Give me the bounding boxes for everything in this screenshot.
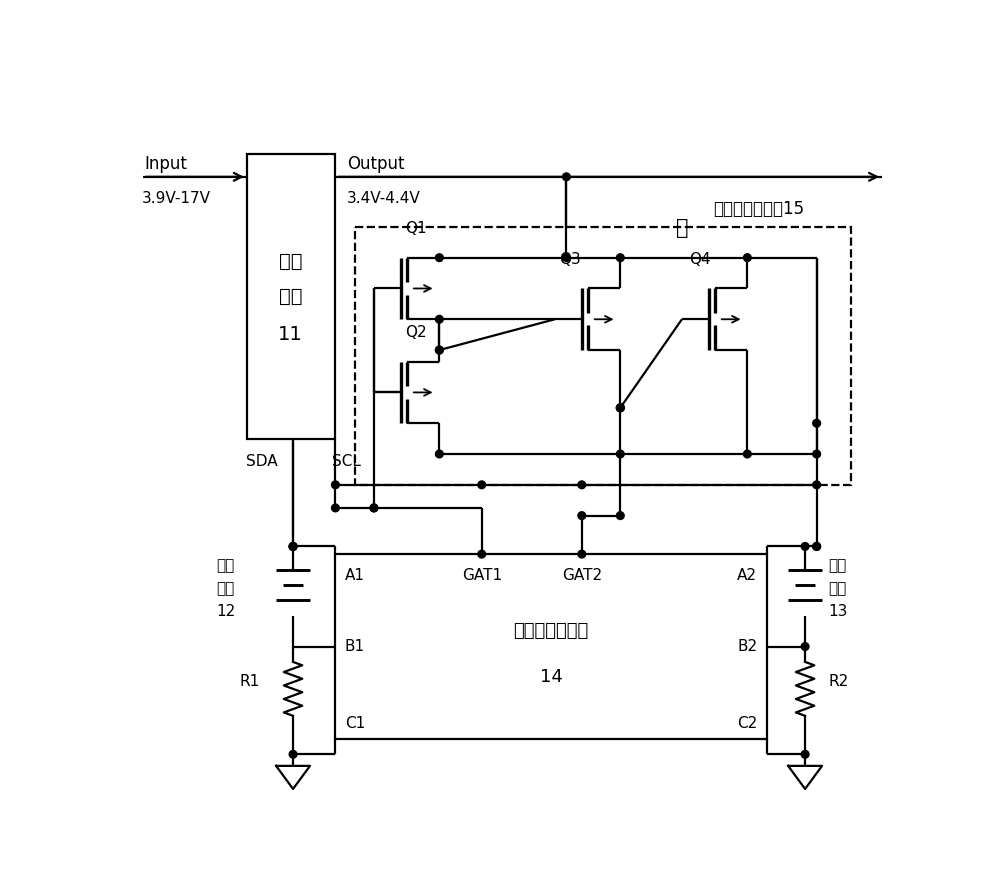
Text: B1: B1 (345, 639, 365, 654)
Text: SDA: SDA (246, 454, 278, 469)
Circle shape (370, 504, 378, 512)
Text: A2: A2 (737, 568, 757, 583)
Text: 电池: 电池 (216, 582, 234, 596)
Circle shape (578, 550, 586, 558)
Circle shape (289, 543, 297, 550)
Text: GAT1: GAT1 (462, 568, 502, 583)
Text: 第一: 第一 (216, 558, 234, 573)
Text: ～: ～ (676, 218, 688, 237)
Circle shape (616, 254, 624, 262)
Circle shape (813, 481, 821, 488)
Text: A1: A1 (345, 568, 365, 583)
Text: 11: 11 (278, 325, 303, 344)
Text: 电路: 电路 (279, 287, 302, 306)
Circle shape (616, 404, 624, 411)
Circle shape (616, 404, 624, 411)
Text: SCL: SCL (332, 454, 360, 469)
Circle shape (289, 543, 297, 550)
Circle shape (801, 543, 809, 550)
Circle shape (563, 173, 570, 181)
Circle shape (478, 550, 486, 558)
Circle shape (370, 504, 378, 512)
Text: 充放电切换电路15: 充放电切换电路15 (713, 200, 804, 218)
Circle shape (801, 751, 809, 758)
Circle shape (478, 481, 486, 488)
Text: B2: B2 (737, 639, 757, 654)
Circle shape (813, 450, 821, 458)
Circle shape (563, 254, 570, 262)
Circle shape (436, 450, 443, 458)
Text: C1: C1 (345, 716, 365, 731)
Text: C2: C2 (737, 716, 757, 731)
Text: 电池: 电池 (828, 582, 846, 596)
Bar (355, 227, 851, 485)
Circle shape (436, 346, 443, 354)
Text: GAT2: GAT2 (562, 568, 602, 583)
Circle shape (436, 346, 443, 354)
Text: 第二: 第二 (828, 558, 846, 573)
Text: 电源: 电源 (279, 252, 302, 271)
Text: 14: 14 (540, 668, 562, 686)
Text: 13: 13 (828, 604, 848, 619)
Circle shape (289, 751, 297, 758)
Circle shape (813, 419, 821, 427)
Bar (335, 554, 767, 739)
Text: 12: 12 (216, 604, 235, 619)
Circle shape (813, 543, 821, 550)
Circle shape (616, 404, 624, 411)
Circle shape (436, 254, 443, 262)
Circle shape (332, 481, 339, 488)
Circle shape (744, 450, 751, 458)
Text: Input: Input (144, 155, 187, 173)
Text: R2: R2 (828, 674, 848, 689)
Circle shape (289, 543, 297, 550)
Circle shape (332, 504, 339, 512)
Text: 充放电控制电路: 充放电控制电路 (513, 622, 589, 640)
Circle shape (436, 315, 443, 323)
Text: Q4: Q4 (690, 252, 711, 267)
Text: R1: R1 (239, 674, 259, 689)
Circle shape (616, 450, 624, 458)
Circle shape (578, 481, 586, 488)
Circle shape (801, 642, 809, 650)
Text: Q2: Q2 (405, 325, 426, 340)
Text: Q1: Q1 (405, 221, 426, 237)
Circle shape (744, 254, 751, 262)
Text: Q3: Q3 (559, 252, 580, 267)
Text: 3.9V-17V: 3.9V-17V (141, 191, 210, 206)
Bar (247, 154, 335, 439)
Text: 3.4V-4.4V: 3.4V-4.4V (347, 191, 421, 206)
Circle shape (578, 512, 586, 520)
Text: Output: Output (347, 155, 404, 173)
Circle shape (813, 543, 821, 550)
Circle shape (616, 512, 624, 520)
